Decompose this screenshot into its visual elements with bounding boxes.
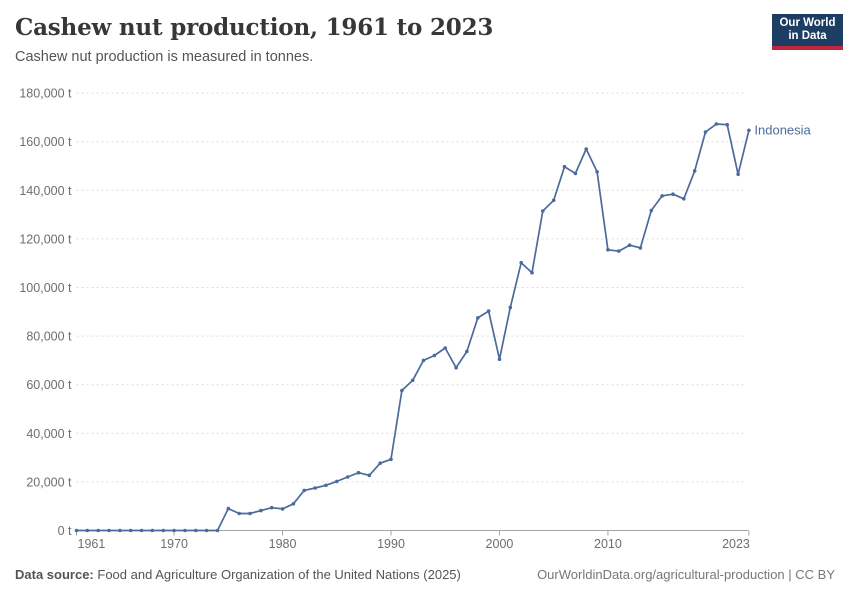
chart-title: Cashew nut production, 1961 to 2023: [15, 14, 494, 41]
data-point: [204, 528, 209, 533]
data-point: [302, 488, 307, 493]
data-point: [692, 169, 697, 173]
data-point: [519, 260, 523, 265]
data-point: [541, 209, 545, 213]
y-axis-tick-label: 100,000 t: [19, 281, 72, 295]
data-point: [172, 528, 176, 533]
data-point: [530, 270, 534, 275]
data-point: [638, 246, 643, 250]
data-point: [747, 128, 751, 133]
data-point: [714, 122, 719, 126]
data-point: [367, 473, 372, 478]
data-point: [128, 528, 133, 533]
data-source: Data source: Food and Agriculture Organi…: [15, 567, 461, 582]
data-point: [725, 122, 729, 127]
x-axis-tick-label: 1990: [377, 537, 405, 551]
data-point: [551, 198, 556, 203]
x-axis-tick-label: 2010: [594, 537, 622, 551]
data-source-label: Data source:: [15, 567, 94, 582]
owid-logo-line2: in Data: [788, 30, 827, 42]
data-point: [410, 378, 415, 383]
data-point: [194, 528, 198, 533]
data-point: [313, 486, 317, 490]
data-point: [291, 502, 296, 506]
data-point: [215, 528, 220, 533]
y-axis-tick-label: 0 t: [58, 524, 72, 538]
y-axis-tick-label: 80,000 t: [26, 330, 72, 344]
y-axis-tick-label: 60,000 t: [26, 378, 72, 392]
data-point: [595, 170, 599, 174]
data-point: [617, 249, 621, 253]
data-point: [389, 457, 393, 462]
chart-subtitle: Cashew nut production is measured in ton…: [15, 48, 314, 65]
data-point: [74, 528, 79, 533]
data-point: [335, 479, 339, 484]
x-axis-tick-label: 1970: [160, 537, 188, 551]
data-point: [443, 346, 448, 350]
trend-line: [75, 123, 750, 532]
data-source-text: Food and Agriculture Organization of the…: [97, 567, 461, 582]
data-point: [139, 528, 144, 533]
chart-header: Cashew nut production, 1961 to 2023 Cash…: [15, 14, 760, 65]
data-point: [573, 171, 578, 176]
data-point: [703, 130, 708, 134]
data-point: [562, 164, 567, 169]
credit-line[interactable]: OurWorldinData.org/agricultural-producti…: [537, 567, 835, 582]
x-axis-tick-label: 2023: [722, 537, 750, 551]
data-point: [497, 357, 502, 362]
data-point: [269, 505, 274, 510]
y-axis-tick-label: 180,000 t: [19, 87, 72, 101]
data-point: [454, 365, 458, 370]
y-axis-tick-label: 40,000 t: [26, 427, 72, 441]
data-point: [649, 208, 654, 213]
data-point: [736, 172, 740, 177]
data-point: [107, 528, 111, 533]
data-point: [421, 358, 426, 363]
data-point: [682, 197, 686, 201]
y-axis-tick-label: 160,000 t: [19, 135, 72, 149]
data-point: [161, 528, 166, 533]
data-point: [324, 483, 328, 488]
data-point: [226, 506, 231, 511]
data-point: [671, 192, 675, 196]
owid-logo-line1: Our World: [779, 16, 836, 29]
data-point: [356, 470, 361, 475]
data-point: [508, 305, 513, 310]
owid-logo[interactable]: Our World in Data: [772, 14, 843, 50]
data-point: [150, 528, 155, 533]
data-point: [400, 388, 404, 393]
x-axis-tick-label: 1961: [78, 537, 106, 551]
data-point: [237, 511, 241, 516]
data-point: [378, 461, 383, 466]
data-point: [486, 309, 491, 313]
data-point: [584, 147, 588, 151]
data-point: [96, 528, 100, 533]
data-point: [627, 243, 632, 247]
data-point: [606, 248, 610, 252]
y-axis-tick-label: 120,000 t: [19, 232, 72, 246]
data-point: [660, 194, 664, 198]
data-point: [85, 528, 90, 533]
data-point: [345, 475, 350, 479]
data-point: [118, 528, 122, 533]
x-axis-tick-label: 2000: [486, 537, 514, 551]
data-point: [248, 511, 252, 516]
y-axis-tick-label: 140,000 t: [19, 184, 72, 198]
data-point: [432, 353, 437, 358]
chart-footer: Data source: Food and Agriculture Organi…: [15, 567, 835, 582]
data-point: [183, 528, 187, 533]
y-axis-tick-label: 20,000 t: [26, 475, 72, 489]
data-point: [465, 349, 469, 354]
series-label: Indonesia: [754, 122, 811, 137]
data-point: [476, 316, 480, 320]
data-point: [259, 508, 263, 513]
data-point: [280, 507, 285, 511]
x-axis-tick-label: 1980: [269, 537, 297, 551]
